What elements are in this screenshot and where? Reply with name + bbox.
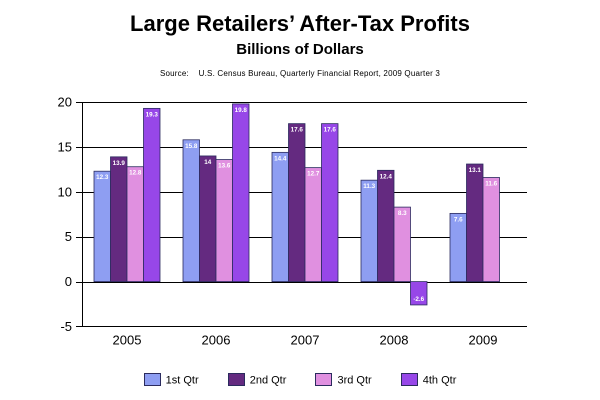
svg-text:14: 14 [204, 159, 212, 166]
svg-text:19.8: 19.8 [235, 107, 248, 114]
svg-text:2007: 2007 [291, 332, 320, 347]
svg-text:2005: 2005 [113, 332, 142, 347]
svg-text:7.6: 7.6 [454, 216, 463, 223]
svg-text:11.3: 11.3 [363, 183, 375, 190]
svg-text:12.4: 12.4 [380, 173, 393, 180]
svg-text:10: 10 [58, 184, 72, 199]
svg-text:2006: 2006 [202, 332, 231, 347]
svg-text:11.6: 11.6 [485, 180, 497, 187]
svg-text:13.1: 13.1 [469, 167, 482, 174]
svg-text:2009: 2009 [469, 332, 498, 347]
svg-text:8.3: 8.3 [398, 210, 407, 217]
svg-text:-2.6: -2.6 [413, 296, 424, 303]
svg-text:19.3: 19.3 [146, 111, 159, 118]
svg-text:12.3: 12.3 [96, 174, 109, 181]
svg-text:2008: 2008 [380, 332, 409, 347]
svg-text:15: 15 [58, 139, 72, 154]
svg-text:14.4: 14.4 [274, 155, 287, 162]
svg-text:12.8: 12.8 [129, 170, 142, 177]
svg-text:13.6: 13.6 [218, 163, 231, 170]
svg-text:20: 20 [58, 95, 72, 110]
svg-text:17.6: 17.6 [291, 127, 304, 134]
svg-text:17.6: 17.6 [324, 127, 337, 134]
svg-text:12.7: 12.7 [307, 171, 320, 178]
svg-text:15.8: 15.8 [185, 143, 198, 150]
svg-text:0: 0 [65, 274, 72, 289]
svg-text:5: 5 [65, 229, 72, 244]
svg-text:-5: -5 [60, 319, 72, 334]
svg-text:13.9: 13.9 [113, 160, 126, 167]
